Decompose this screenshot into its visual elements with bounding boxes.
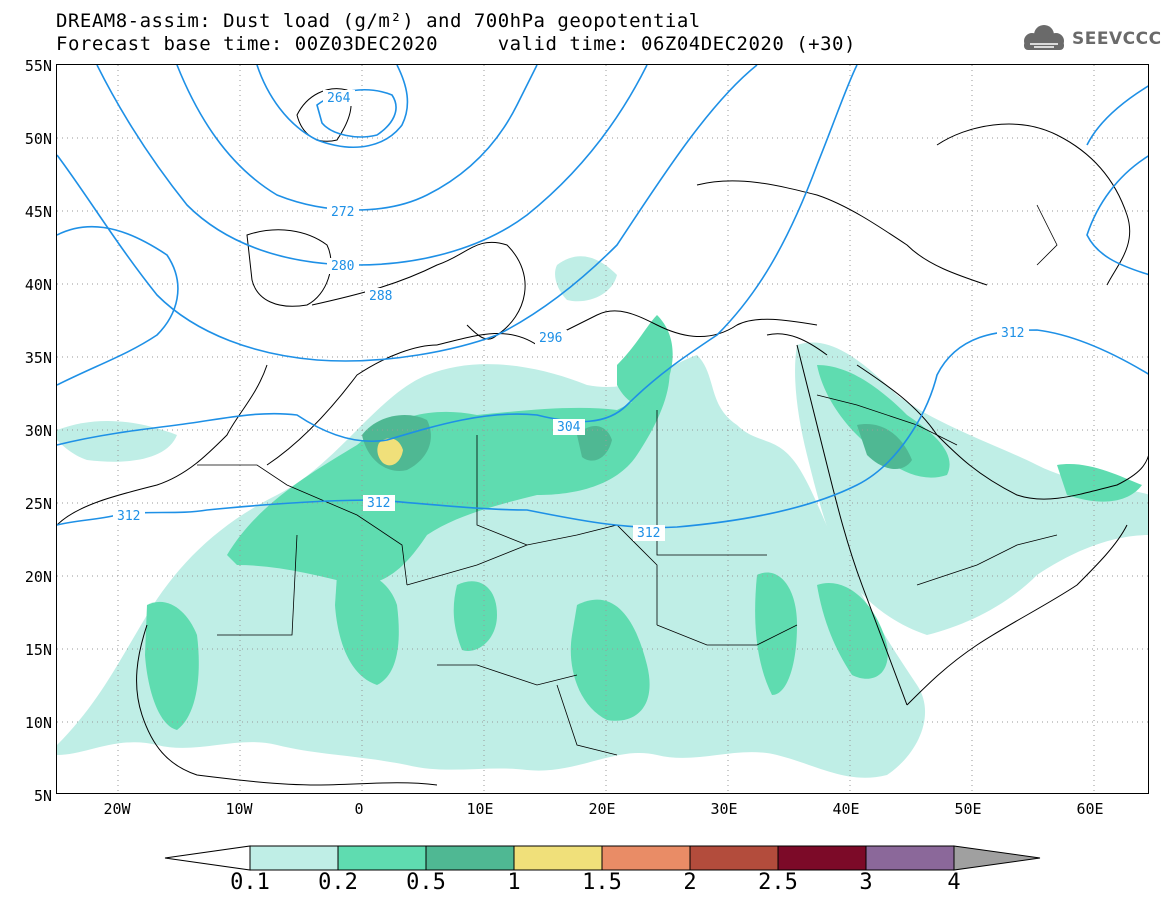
colorbar-label-3: 3 [859, 870, 873, 895]
contour-label-312-a: 312 [367, 496, 390, 511]
colorbar-label-0-5: 0.5 [406, 870, 446, 895]
seevccc-logo [1024, 25, 1064, 50]
grid-lines [57, 65, 1148, 793]
contour-label-272: 272 [331, 205, 354, 220]
contour-label-264: 264 [327, 91, 351, 106]
colorbar-swatch-3 [865, 845, 955, 871]
colorbar-label-0-2: 0.2 [318, 870, 358, 895]
lon-label-30e: 30E [710, 800, 738, 818]
colorbar-swatch-1-5 [601, 845, 691, 871]
contour-label-312-d: 312 [1001, 326, 1024, 341]
lon-label-60e: 60E [1076, 800, 1104, 818]
lat-label-40n: 40N [24, 276, 52, 294]
contour-label-group: 264 272 280 288 296 304 312 312 312 312 [113, 90, 1029, 541]
lon-label-10e: 10E [466, 800, 494, 818]
colorbar-swatch-2 [689, 845, 779, 871]
colorbar-swatch-0-1 [249, 845, 339, 871]
lon-label-0: 0 [354, 800, 364, 818]
lat-label-50n: 50N [24, 130, 52, 148]
dust-shading-0-1 [57, 256, 1148, 778]
contour-label-312-c: 312 [637, 526, 660, 541]
lat-label-15n: 15N [24, 641, 52, 659]
colorbar-swatch-1 [513, 845, 603, 871]
lat-label-30n: 30N [24, 422, 52, 440]
colorbar [164, 845, 1041, 871]
map-canvas: 264 272 280 288 296 304 312 312 312 312 [57, 65, 1148, 793]
lat-label-25n: 25N [24, 495, 52, 513]
forecast-time-subtitle: Forecast base time: 00Z03DEC2020 valid t… [56, 33, 856, 55]
map-title: DREAM8-assim: Dust load (g/m²) and 700hP… [56, 10, 701, 32]
lat-label-45n: 45N [24, 203, 52, 221]
colorbar-swatch-2-5 [777, 845, 867, 871]
colorbar-swatch-0-5 [425, 845, 515, 871]
lat-label-5n: 5N [33, 787, 52, 805]
coastlines [57, 88, 1148, 786]
logo-text: SEEVCCC [1072, 29, 1162, 49]
contour-label-296: 296 [539, 331, 562, 346]
colorbar-swatch-0-2 [337, 845, 427, 871]
dust-shading-0-2 [145, 315, 1142, 730]
lat-label-35n: 35N [24, 349, 52, 367]
colorbar-label-1-5: 1.5 [582, 870, 622, 895]
colorbar-label-2: 2 [683, 870, 697, 895]
lon-label-10w: 10W [225, 800, 253, 818]
dust-shading-1 [377, 438, 403, 466]
country-borders [197, 204, 1058, 756]
colorbar-label-2-5: 2.5 [758, 870, 798, 895]
colorbar-low-extend [164, 845, 251, 871]
colorbar-label-4: 4 [947, 870, 961, 895]
contour-label-280: 280 [331, 259, 354, 274]
colorbar-label-1: 1 [507, 870, 521, 895]
lon-label-40e: 40E [832, 800, 860, 818]
colorbar-label-0-1: 0.1 [230, 870, 270, 895]
lat-label-55n: 55N [24, 57, 52, 75]
contour-label-288: 288 [369, 289, 392, 304]
contour-label-304: 304 [557, 420, 581, 435]
lat-label-10n: 10N [24, 714, 52, 732]
lon-label-50e: 50E [954, 800, 982, 818]
lon-label-20e: 20E [588, 800, 616, 818]
lat-label-20n: 20N [24, 568, 52, 586]
contour-label-312-b: 312 [117, 509, 140, 524]
lon-label-20w: 20W [103, 800, 131, 818]
map-panel: 264 272 280 288 296 304 312 312 312 312 [56, 64, 1149, 794]
colorbar-high-extend [953, 845, 1041, 871]
